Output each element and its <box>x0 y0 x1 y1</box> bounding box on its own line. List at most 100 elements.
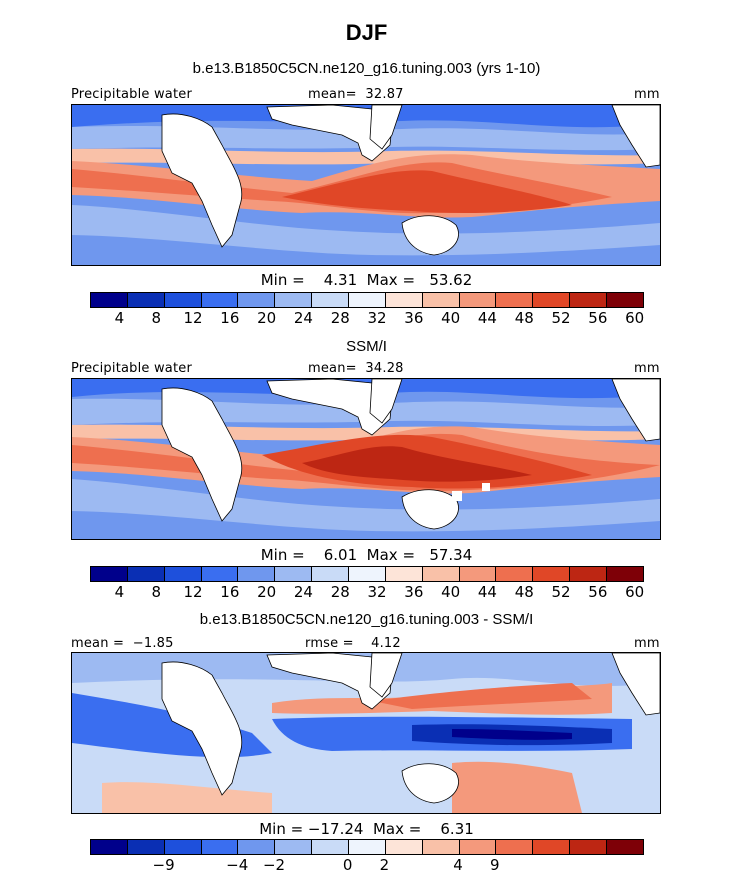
colorbar-swatch <box>275 840 313 854</box>
colorbar-swatch <box>607 840 643 854</box>
colorbar-swatch <box>385 293 423 307</box>
panel-3-center-label: rmse = 4.12 <box>305 636 401 651</box>
colorbar-tick-label: 52 <box>551 583 571 601</box>
colorbar-tick-label: 28 <box>330 309 350 327</box>
colorbar-swatch <box>127 567 165 581</box>
colorbar-swatch <box>533 567 571 581</box>
colorbar-swatch <box>385 840 423 854</box>
colorbar-swatch <box>496 567 534 581</box>
colorbar-tick-label: −9 <box>152 856 175 874</box>
colorbar-tick-label: −2 <box>262 856 286 874</box>
colorbar-tick-label: 20 <box>257 309 277 327</box>
colorbar-swatch <box>238 293 276 307</box>
colorbar-swatch <box>127 840 165 854</box>
panel-1-units: mm <box>634 87 660 102</box>
panel-1-map <box>71 104 661 266</box>
panel-2-title: SSM/I <box>346 338 387 355</box>
colorbar-swatch <box>275 293 313 307</box>
colorbar-tick-label: 8 <box>151 309 162 327</box>
colorbar-tick-label: 56 <box>588 583 608 601</box>
colorbar-tick-label: 2 <box>379 856 390 874</box>
panel-3-units: mm <box>634 636 660 651</box>
colorbar-tick-label: 0 <box>342 856 353 874</box>
panel-1-left-label: Precipitable water <box>71 87 192 102</box>
colorbar-swatch <box>607 567 643 581</box>
colorbar-swatch <box>201 840 239 854</box>
panel-3-colorbar <box>90 839 644 855</box>
colorbar-tick-label: 24 <box>293 583 313 601</box>
colorbar-swatch <box>164 293 202 307</box>
colorbar-swatch <box>570 567 608 581</box>
colorbar-swatch <box>349 840 386 854</box>
colorbar-swatch <box>496 293 534 307</box>
colorbar-tick-label: 56 <box>588 309 608 327</box>
colorbar-tick-label: 32 <box>367 583 387 601</box>
colorbar-tick-label: 4 <box>114 309 125 327</box>
colorbar-swatch <box>349 567 386 581</box>
panel-3-left-label: mean = −1.85 <box>71 636 174 651</box>
colorbar-swatch <box>533 293 571 307</box>
colorbar-tick-label: 40 <box>441 309 461 327</box>
figure-title: DJF <box>345 20 388 45</box>
colorbar-tick-label: 60 <box>625 583 645 601</box>
colorbar-tick-label: 16 <box>220 583 240 601</box>
colorbar-tick-label: 32 <box>367 309 387 327</box>
colorbar-tick-label: 4 <box>453 856 463 874</box>
colorbar-swatch <box>312 293 350 307</box>
colorbar-tick-label: 12 <box>183 583 203 601</box>
colorbar-tick-label: 36 <box>404 583 424 601</box>
colorbar-swatch <box>201 567 239 581</box>
colorbar-tick-label: 20 <box>257 583 277 601</box>
colorbar-swatch <box>422 293 460 307</box>
colorbar-swatch <box>91 293 128 307</box>
colorbar-tick-label: 44 <box>477 309 497 327</box>
colorbar-swatch <box>91 840 128 854</box>
colorbar-swatch <box>201 293 239 307</box>
colorbar-tick-label: 12 <box>183 309 203 327</box>
panel-2-units: mm <box>634 361 660 376</box>
colorbar-tick-label: 48 <box>514 309 534 327</box>
panel-2-ticks: 4 8 12 16 20 24 28 32 36 40 44 48 52 56 60 <box>90 583 645 603</box>
colorbar-swatch <box>127 293 165 307</box>
colorbar-swatch <box>164 567 202 581</box>
colorbar-swatch <box>385 567 423 581</box>
colorbar-tick-label: 9 <box>490 856 500 874</box>
colorbar-tick-label: 40 <box>441 583 461 601</box>
colorbar-tick-label: −4 <box>226 856 249 874</box>
colorbar-swatch <box>312 840 350 854</box>
colorbar-swatch <box>238 567 276 581</box>
colorbar-swatch <box>238 840 276 854</box>
colorbar-tick-label: 4 <box>114 583 125 601</box>
panel-1-center-label: mean= 32.87 <box>308 87 404 102</box>
colorbar-tick-label: 36 <box>404 309 424 327</box>
panel-3-map <box>71 652 661 814</box>
colorbar-swatch <box>533 840 571 854</box>
colorbar-tick-label: 8 <box>151 583 162 601</box>
panel-1-minmax: Min = 4.31 Max = 53.62 <box>260 271 473 289</box>
panel-2-center-label: mean= 34.28 <box>308 361 404 376</box>
panel-3-title: b.e13.B1850C5CN.ne120_g16.tuning.003 - S… <box>199 611 534 628</box>
colorbar-swatch <box>275 567 313 581</box>
colorbar-swatch <box>91 567 128 581</box>
colorbar-swatch <box>312 567 350 581</box>
panel-3-minmax: Min = −17.24 Max = 6.31 <box>259 820 474 838</box>
panel-3-ticks: −9 −4 −2 0 2 4 9 <box>90 856 642 876</box>
colorbar-swatch <box>570 293 608 307</box>
colorbar-swatch <box>349 293 386 307</box>
colorbar-tick-label: 24 <box>293 309 313 327</box>
colorbar-swatch <box>164 840 202 854</box>
colorbar-tick-label: 60 <box>625 309 645 327</box>
colorbar-swatch <box>422 567 460 581</box>
colorbar-tick-label: 16 <box>220 309 240 327</box>
colorbar-swatch <box>459 840 497 854</box>
colorbar-tick-label: 44 <box>477 583 497 601</box>
panel-1-ticks: 4 8 12 16 20 24 28 32 36 40 44 48 52 56 60 <box>90 309 645 329</box>
colorbar-swatch <box>607 293 643 307</box>
panel-1-colorbar <box>90 292 644 308</box>
panel-2-colorbar <box>90 566 644 582</box>
colorbar-tick-label: 48 <box>514 583 534 601</box>
colorbar-swatch <box>570 840 608 854</box>
panel-1-title: b.e13.B1850C5CN.ne120_g16.tuning.003 (yr… <box>192 60 541 77</box>
panel-2-map <box>71 378 661 540</box>
panel-2-left-label: Precipitable water <box>71 361 192 376</box>
